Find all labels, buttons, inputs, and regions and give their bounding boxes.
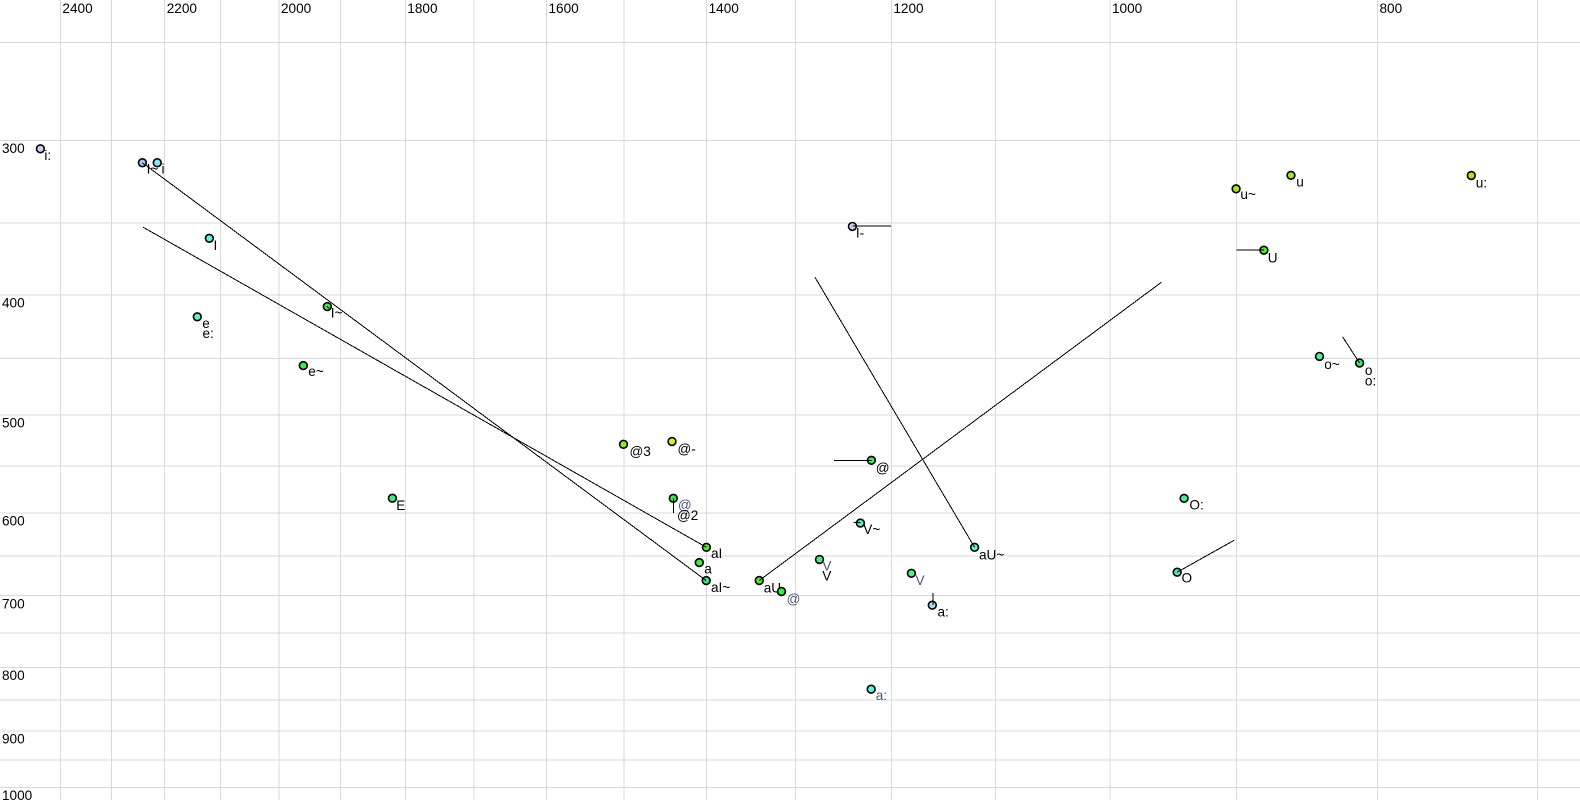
svg-text:@: @ (678, 498, 692, 513)
svg-text:u: u (1296, 174, 1304, 189)
svg-text:i: i (161, 162, 164, 177)
svg-text:1600: 1600 (549, 1, 580, 16)
svg-text:1400: 1400 (709, 1, 740, 16)
svg-text:700: 700 (2, 596, 25, 611)
svg-text:800: 800 (1379, 1, 1402, 16)
svg-text:2400: 2400 (62, 1, 93, 16)
svg-text:400: 400 (2, 296, 25, 311)
svg-text:@-: @- (678, 442, 696, 457)
svg-text:1000: 1000 (2, 788, 33, 800)
svg-text:aI~: aI~ (711, 580, 730, 595)
svg-text:@: @ (876, 461, 890, 476)
svg-text:V: V (822, 569, 831, 584)
svg-text:V: V (916, 573, 925, 588)
svg-text:300: 300 (2, 141, 25, 156)
svg-text:e~: e~ (308, 364, 324, 379)
svg-text:e: e (202, 316, 210, 331)
svg-text:@2: @2 (677, 508, 698, 523)
svg-text:U: U (1268, 251, 1278, 266)
svg-text:800: 800 (2, 668, 25, 683)
svg-text:600: 600 (2, 513, 25, 528)
svg-text:u~: u~ (1240, 187, 1256, 202)
svg-text:I~: I~ (331, 306, 343, 321)
svg-text:aU~: aU~ (979, 547, 1004, 562)
svg-text:o:: o: (1365, 373, 1376, 388)
svg-text:a:: a: (876, 688, 887, 703)
svg-text:V~: V~ (863, 522, 880, 537)
svg-text:V: V (822, 559, 831, 574)
svg-text:E: E (396, 498, 405, 513)
svg-text:2200: 2200 (167, 1, 198, 16)
svg-text:o: o (1365, 363, 1373, 378)
svg-text:aI: aI (711, 546, 722, 561)
svg-text:u:: u: (1476, 175, 1487, 190)
svg-text:1200: 1200 (893, 1, 924, 16)
svg-text:@3: @3 (630, 444, 651, 459)
svg-text:I: I (214, 238, 218, 253)
svg-text:I-: I- (856, 226, 864, 241)
svg-text:o~: o~ (1324, 357, 1340, 372)
svg-text:1800: 1800 (407, 1, 438, 16)
svg-text:900: 900 (2, 731, 25, 746)
svg-text:a:: a: (938, 605, 949, 620)
svg-text:e:: e: (203, 326, 214, 341)
svg-text:I~: I~ (147, 162, 159, 177)
svg-text:i:: i: (44, 148, 51, 163)
svg-text:@: @ (787, 592, 801, 607)
svg-text:1000: 1000 (1112, 1, 1143, 16)
svg-text:O:: O: (1189, 497, 1203, 512)
svg-text:a: a (704, 562, 712, 577)
svg-text:O: O (1182, 571, 1193, 586)
svg-text:aU: aU (764, 581, 781, 596)
svg-text:500: 500 (2, 415, 25, 430)
svg-text:2000: 2000 (281, 1, 312, 16)
